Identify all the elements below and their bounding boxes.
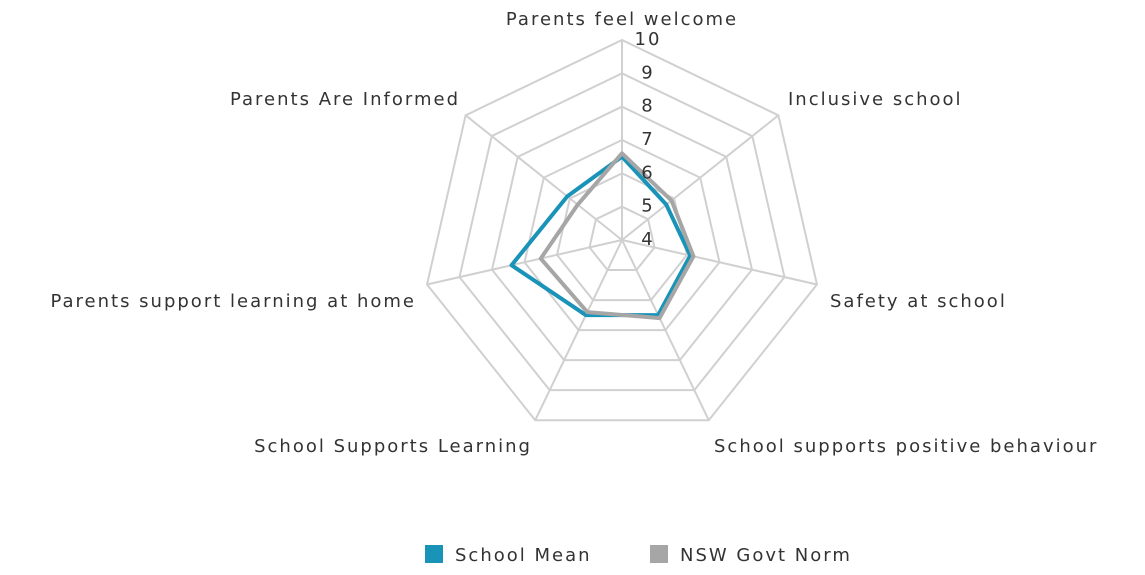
axis-label: Safety at school	[830, 291, 1007, 312]
axis-label: School supports positive behaviour	[714, 436, 1098, 457]
spoke	[465, 114, 623, 241]
r-tick-label: 5	[641, 196, 654, 217]
axis-label: Parents feel welcome	[506, 9, 738, 30]
legend-swatch	[650, 545, 668, 563]
spoke	[621, 114, 779, 241]
axis-label: Parents Are Informed	[230, 89, 460, 110]
r-tick-label: 10	[635, 29, 662, 50]
axis-label: Parents support learning at home	[50, 291, 416, 312]
grid-ring	[523, 138, 721, 332]
grid-ring	[490, 105, 754, 362]
spoke	[621, 239, 818, 286]
r-tick-label: 7	[641, 129, 654, 150]
legend-swatch	[425, 545, 443, 563]
spoke	[534, 239, 623, 421]
r-tick-label: 4	[641, 229, 654, 250]
legend-label: School Mean	[455, 545, 592, 566]
grid-ring	[425, 38, 819, 422]
r-tick-label: 9	[641, 62, 654, 83]
series-line	[538, 151, 696, 321]
r-tick-label: 6	[641, 162, 654, 183]
spoke	[621, 239, 710, 421]
legend-label: NSW Govt Norm	[680, 545, 852, 566]
grid-ring	[588, 205, 656, 272]
axis-label: School Supports Learning	[254, 436, 532, 457]
spoke	[426, 239, 623, 286]
r-tick-label: 8	[641, 96, 654, 117]
grid-ring	[458, 72, 786, 392]
axis-label: Inclusive school	[788, 89, 963, 110]
